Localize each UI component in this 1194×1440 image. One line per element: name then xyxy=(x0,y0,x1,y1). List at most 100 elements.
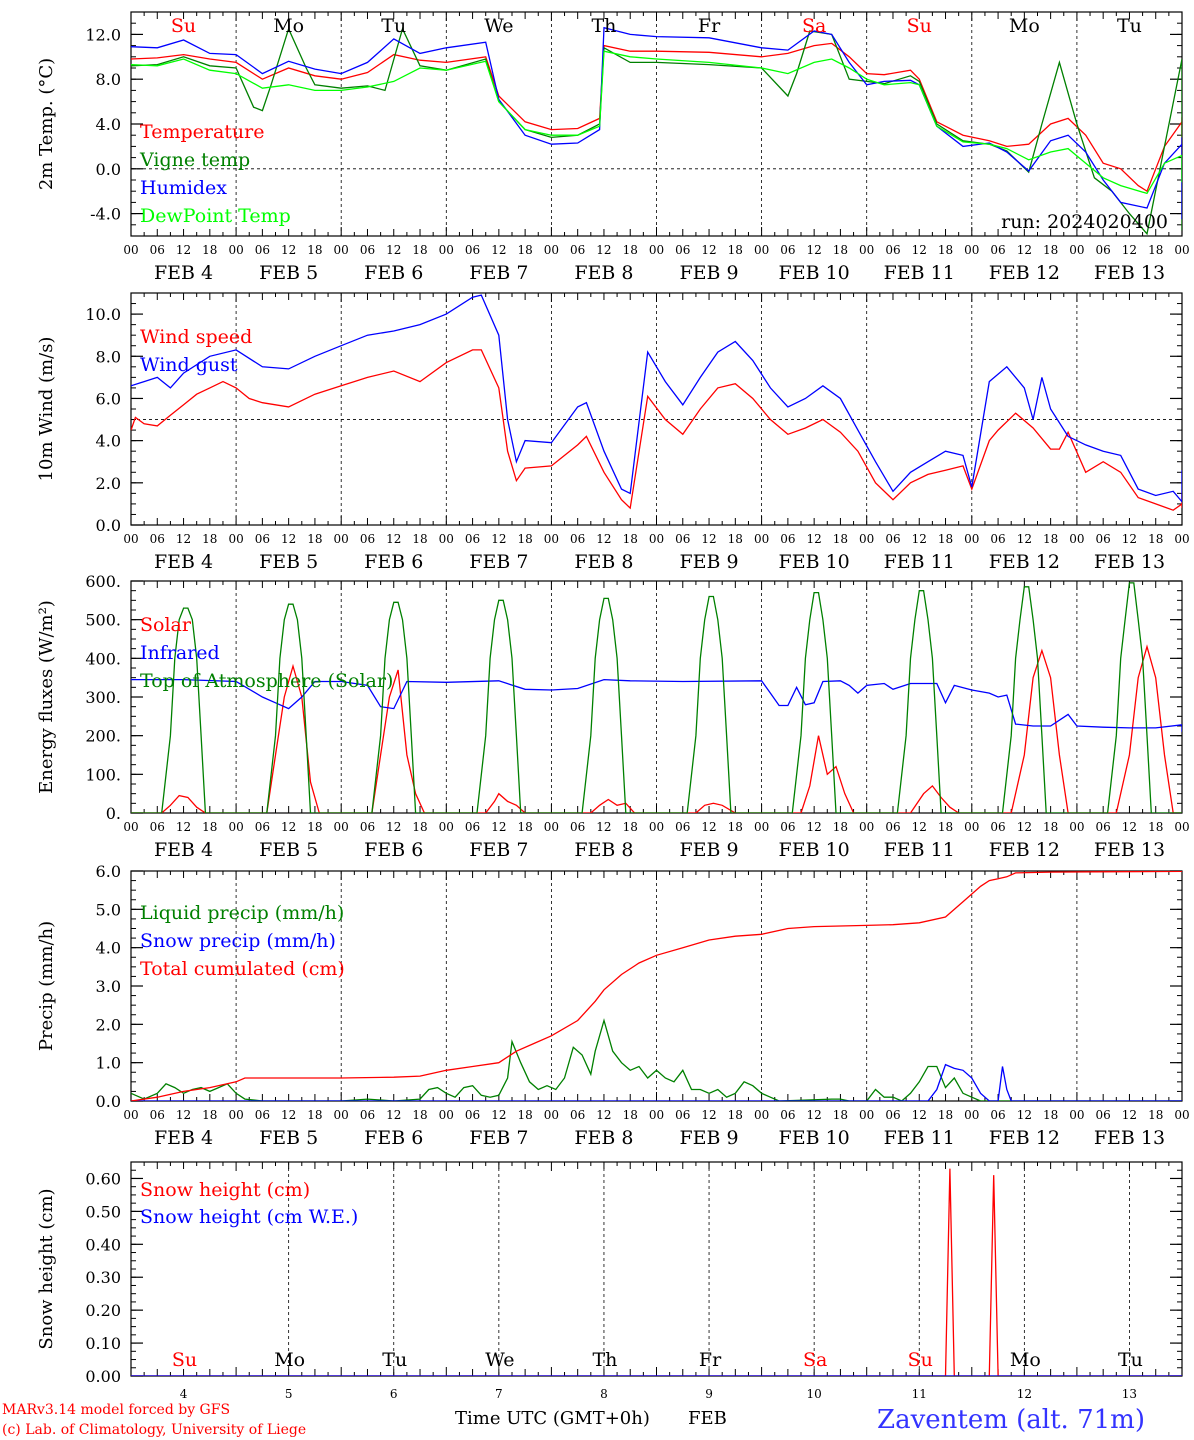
legend-entry: Snow precip (mm/h) xyxy=(140,930,336,952)
hour-tick-label: 06 xyxy=(780,1108,795,1122)
hour-tick-label: 06 xyxy=(675,532,690,546)
date-label: FEB 7 xyxy=(469,839,528,861)
hour-tick-label: 06 xyxy=(150,243,165,257)
weekday-label: We xyxy=(484,15,513,37)
hour-tick-label: 18 xyxy=(1148,532,1163,546)
y-tick-label: 0.40 xyxy=(85,1235,121,1254)
hour-tick-label: 00 xyxy=(334,820,349,834)
hour-tick-label: 06 xyxy=(675,820,690,834)
y-tick-label: 6.0 xyxy=(96,389,121,408)
hour-tick-label: 18 xyxy=(202,820,217,834)
legend-entry: Total cumulated (cm) xyxy=(140,958,345,980)
temperature-frame xyxy=(130,11,1183,237)
hour-tick-label: 00 xyxy=(228,243,243,257)
date-label: FEB 13 xyxy=(1094,551,1165,573)
weekday-label: Tu xyxy=(1117,15,1142,37)
hour-tick-label: 18 xyxy=(623,820,638,834)
y-tick-label: 100. xyxy=(85,765,121,784)
hour-tick-label: 06 xyxy=(360,820,375,834)
hour-tick-label: 06 xyxy=(885,820,900,834)
hour-tick-label: 06 xyxy=(465,820,480,834)
y-tick-label: 0.60 xyxy=(85,1169,121,1188)
date-label: FEB 9 xyxy=(679,839,738,861)
hour-tick-label: 06 xyxy=(570,532,585,546)
day-number-label: 11 xyxy=(912,1387,927,1401)
hour-tick-label: 18 xyxy=(833,243,848,257)
hour-tick-label: 00 xyxy=(544,820,559,834)
legend-entry: Infrared xyxy=(140,642,220,664)
hour-tick-label: 18 xyxy=(833,532,848,546)
legend-entry: Wind gust xyxy=(140,354,238,376)
day-number-label: 4 xyxy=(180,1387,188,1401)
weekday-label: Mo xyxy=(1009,15,1040,37)
day-number-label: 6 xyxy=(390,1387,398,1401)
date-label: FEB 7 xyxy=(469,262,528,284)
hour-tick-label: 12 xyxy=(386,532,401,546)
day-number-label: 12 xyxy=(1017,1387,1032,1401)
hour-tick-label: 00 xyxy=(754,243,769,257)
date-label: FEB 5 xyxy=(259,262,318,284)
weekday-label: Su xyxy=(171,15,196,37)
hour-tick-label: 18 xyxy=(728,1108,743,1122)
series-line-humidex xyxy=(131,26,1182,220)
weekday-label: Sa xyxy=(803,1349,827,1371)
date-label: FEB 12 xyxy=(989,1127,1060,1149)
date-label: FEB 6 xyxy=(364,262,423,284)
snow-panel: 0.00 0.10 0.20 0.30 0.40 0.50 0.60 Snow height … xyxy=(36,1161,1183,1401)
hour-tick-label: 06 xyxy=(570,1108,585,1122)
weekday-label: Th xyxy=(592,1349,617,1371)
lab-credit: (c) Lab. of Climatology, University of L… xyxy=(2,1422,306,1438)
series-line-snow-precip-mm-h- xyxy=(131,1063,1182,1101)
hour-tick-label: 18 xyxy=(623,532,638,546)
y-tick-label: 12.0 xyxy=(85,25,121,44)
hour-tick-label: 06 xyxy=(990,532,1005,546)
weekday-label: Mo xyxy=(1010,1349,1041,1371)
legend-entry: Snow height (cm) xyxy=(140,1179,310,1201)
hour-tick-label: 06 xyxy=(990,820,1005,834)
hour-tick-label: 12 xyxy=(701,1108,716,1122)
hour-tick-label: 12 xyxy=(701,243,716,257)
y-tick-label: 5.0 xyxy=(96,900,121,919)
hour-tick-label: 18 xyxy=(412,820,427,834)
series-line-solar xyxy=(131,644,1182,813)
y-tick-label: 0.10 xyxy=(85,1334,121,1353)
day-number-label: 8 xyxy=(600,1387,608,1401)
hour-tick-label: 18 xyxy=(728,532,743,546)
hour-tick-label: 18 xyxy=(307,1108,322,1122)
hour-tick-label: 00 xyxy=(1174,532,1189,546)
date-label: FEB 12 xyxy=(989,551,1060,573)
y-tick-label: 600. xyxy=(85,572,121,591)
hour-tick-label: 00 xyxy=(123,532,138,546)
date-label: FEB 10 xyxy=(779,262,850,284)
hour-tick-label: 06 xyxy=(255,1108,270,1122)
hour-tick-label: 00 xyxy=(649,243,664,257)
hour-tick-label: 12 xyxy=(701,820,716,834)
hour-tick-label: 00 xyxy=(859,1108,874,1122)
y-tick-label: 10.0 xyxy=(85,305,121,324)
weekday-label: Fr xyxy=(698,15,721,37)
legend-entry: Liquid precip (mm/h) xyxy=(140,902,344,924)
hour-tick-label: 00 xyxy=(123,1108,138,1122)
hour-tick-label: 12 xyxy=(491,1108,506,1122)
hour-tick-label: 06 xyxy=(885,1108,900,1122)
date-label: FEB 5 xyxy=(259,839,318,861)
weekday-label: Tu xyxy=(381,15,406,37)
date-label: FEB 8 xyxy=(574,1127,633,1149)
hour-tick-label: 12 xyxy=(1122,243,1137,257)
date-label: FEB 4 xyxy=(154,839,213,861)
hour-tick-label: 18 xyxy=(412,243,427,257)
hour-tick-label: 00 xyxy=(859,532,874,546)
hour-tick-label: 06 xyxy=(255,820,270,834)
hour-tick-label: 06 xyxy=(255,532,270,546)
y-tick-label: 0.0 xyxy=(96,160,121,179)
y-tick-label: 500. xyxy=(85,611,121,630)
hour-tick-label: 12 xyxy=(1122,820,1137,834)
day-number-label: 5 xyxy=(285,1387,293,1401)
hour-tick-label: 18 xyxy=(517,1108,532,1122)
legend-entry: Vigne temp xyxy=(139,149,250,171)
weekday-label: Fr xyxy=(699,1349,722,1371)
hour-tick-label: 12 xyxy=(912,532,927,546)
day-number-label: 7 xyxy=(495,1387,503,1401)
hour-tick-label: 06 xyxy=(885,532,900,546)
weekday-label: Su xyxy=(908,1349,933,1371)
